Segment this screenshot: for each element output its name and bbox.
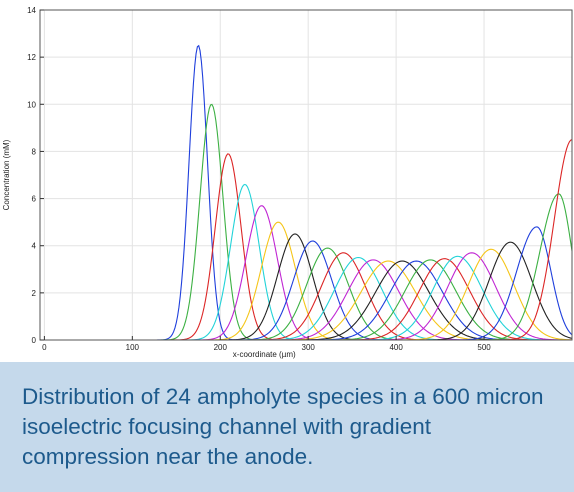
x-tick-label: 300: [302, 343, 316, 352]
y-axis-label: Concentration (mM): [2, 139, 11, 210]
y-tick-label: 10: [27, 100, 36, 109]
x-tick-label: 200: [214, 343, 228, 352]
caption-text: Distribution of 24 ampholyte species in …: [22, 384, 544, 469]
concentration-chart: 0 100 200 300 400 500 0 2 4 6 8 10 12 14 x-coordinate …: [2, 6, 573, 359]
caption-box: Distribution of 24 ampholyte species in …: [0, 362, 574, 492]
y-tick-label: 4: [32, 242, 37, 251]
y-tick-label: 6: [32, 195, 37, 204]
x-tick-label: 400: [389, 343, 403, 352]
x-axis-label: x-coordinate (µm): [233, 350, 296, 359]
plot-frame: [39, 9, 573, 341]
x-tick-label: 500: [477, 343, 491, 352]
y-tick-label: 0: [32, 336, 37, 345]
y-tick-label: 14: [27, 6, 36, 15]
y-tick-label: 12: [27, 53, 36, 62]
chart-area: 0 100 200 300 400 500 0 2 4 6 8 10 12 14 x-coordinate …: [2, 6, 573, 359]
x-tick-label: 0: [42, 343, 47, 352]
y-tick-label: 8: [32, 147, 37, 156]
y-tick-label: 2: [32, 289, 37, 298]
x-tick-label: 100: [126, 343, 140, 352]
